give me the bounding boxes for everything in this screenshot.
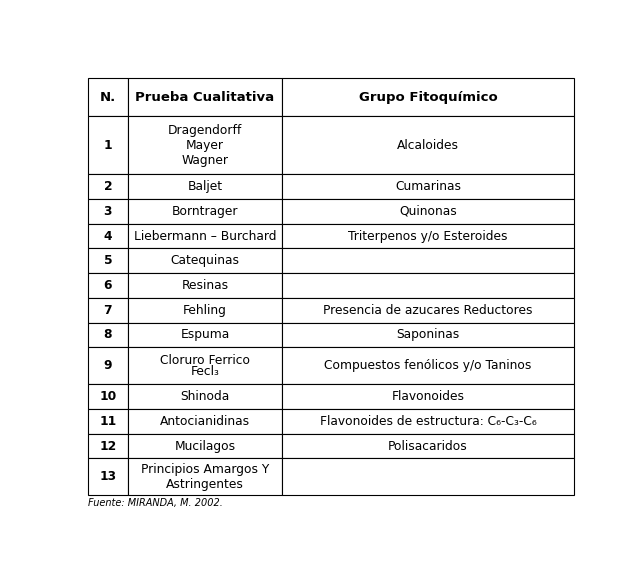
Bar [88,224,128,249]
Text: 3: 3 [104,205,112,218]
Text: Espuma: Espuma [180,328,230,341]
Text: Fecl₃: Fecl₃ [191,365,220,378]
Bar [282,224,574,249]
Text: Flavonoides: Flavonoides [392,390,464,403]
Bar [282,273,574,298]
Text: 4: 4 [104,229,112,242]
Text: Saponinas: Saponinas [396,328,460,341]
Text: Shinoda: Shinoda [180,390,230,403]
Text: 8: 8 [104,328,112,341]
Text: Compuestos fenólicos y/o Taninos: Compuestos fenólicos y/o Taninos [324,359,531,372]
Text: N.: N. [100,90,116,104]
Text: 5: 5 [104,254,112,267]
Bar [128,116,282,174]
Bar [88,298,128,323]
Bar [88,459,128,496]
Text: Presencia de azucares Reductores: Presencia de azucares Reductores [323,304,533,317]
Bar [282,78,574,116]
Bar [128,298,282,323]
Text: 1: 1 [104,139,112,152]
Text: Liebermann – Burchard: Liebermann – Burchard [134,229,276,242]
Text: 11: 11 [99,415,117,428]
Text: 7: 7 [104,304,112,317]
Text: 9: 9 [104,359,112,372]
Bar [88,409,128,434]
Bar [282,199,574,224]
Bar [282,298,574,323]
Bar [88,434,128,459]
Text: Fehling: Fehling [183,304,227,317]
Text: Resinas: Resinas [182,279,229,292]
Bar [128,174,282,199]
Text: Cumarinas: Cumarinas [395,180,461,193]
Text: 6: 6 [104,279,112,292]
Bar [88,249,128,273]
Text: 13: 13 [99,471,117,484]
Bar [282,323,574,347]
Bar [128,199,282,224]
Bar [128,249,282,273]
Text: Baljet: Baljet [187,180,223,193]
Bar [282,384,574,409]
Bar [128,384,282,409]
Bar [282,116,574,174]
Bar [128,459,282,496]
Bar [282,174,574,199]
Bar [282,249,574,273]
Text: Flavonoides de estructura: C₆-C₃-C₆: Flavonoides de estructura: C₆-C₃-C₆ [319,415,536,428]
Text: Antocianidinas: Antocianidinas [160,415,250,428]
Bar [282,434,574,459]
Text: Dragendorff
Mayer
Wagner: Dragendorff Mayer Wagner [168,123,242,167]
Bar [128,273,282,298]
Bar [128,323,282,347]
Bar [128,224,282,249]
Bar [88,384,128,409]
Bar [128,347,282,384]
Text: 12: 12 [99,439,117,452]
Text: Grupo Fitoquímico: Grupo Fitoquímico [359,90,497,104]
Text: Catequinas: Catequinas [171,254,240,267]
Text: Borntrager: Borntrager [172,205,238,218]
Bar [128,78,282,116]
Text: Cloruro Ferrico: Cloruro Ferrico [160,354,250,367]
Text: Fuente: MIRANDA, M. 2002.: Fuente: MIRANDA, M. 2002. [88,498,223,508]
Text: Polisacaridos: Polisacaridos [388,439,468,452]
Bar [282,459,574,496]
Bar [282,409,574,434]
Bar [88,347,128,384]
Bar [88,323,128,347]
Text: Mucilagos: Mucilagos [175,439,236,452]
Text: 2: 2 [104,180,112,193]
Bar [88,199,128,224]
Bar [88,116,128,174]
Text: Prueba Cualitativa: Prueba Cualitativa [135,90,274,104]
Bar [128,409,282,434]
Bar [88,174,128,199]
Text: Quinonas: Quinonas [399,205,457,218]
Text: 10: 10 [99,390,117,403]
Text: Alcaloides: Alcaloides [397,139,459,152]
Bar [282,347,574,384]
Bar [88,273,128,298]
Bar [88,78,128,116]
Text: Principios Amargos Y
Astringentes: Principios Amargos Y Astringentes [141,463,269,491]
Text: Triterpenos y/o Esteroides: Triterpenos y/o Esteroides [348,229,507,242]
Bar [128,434,282,459]
